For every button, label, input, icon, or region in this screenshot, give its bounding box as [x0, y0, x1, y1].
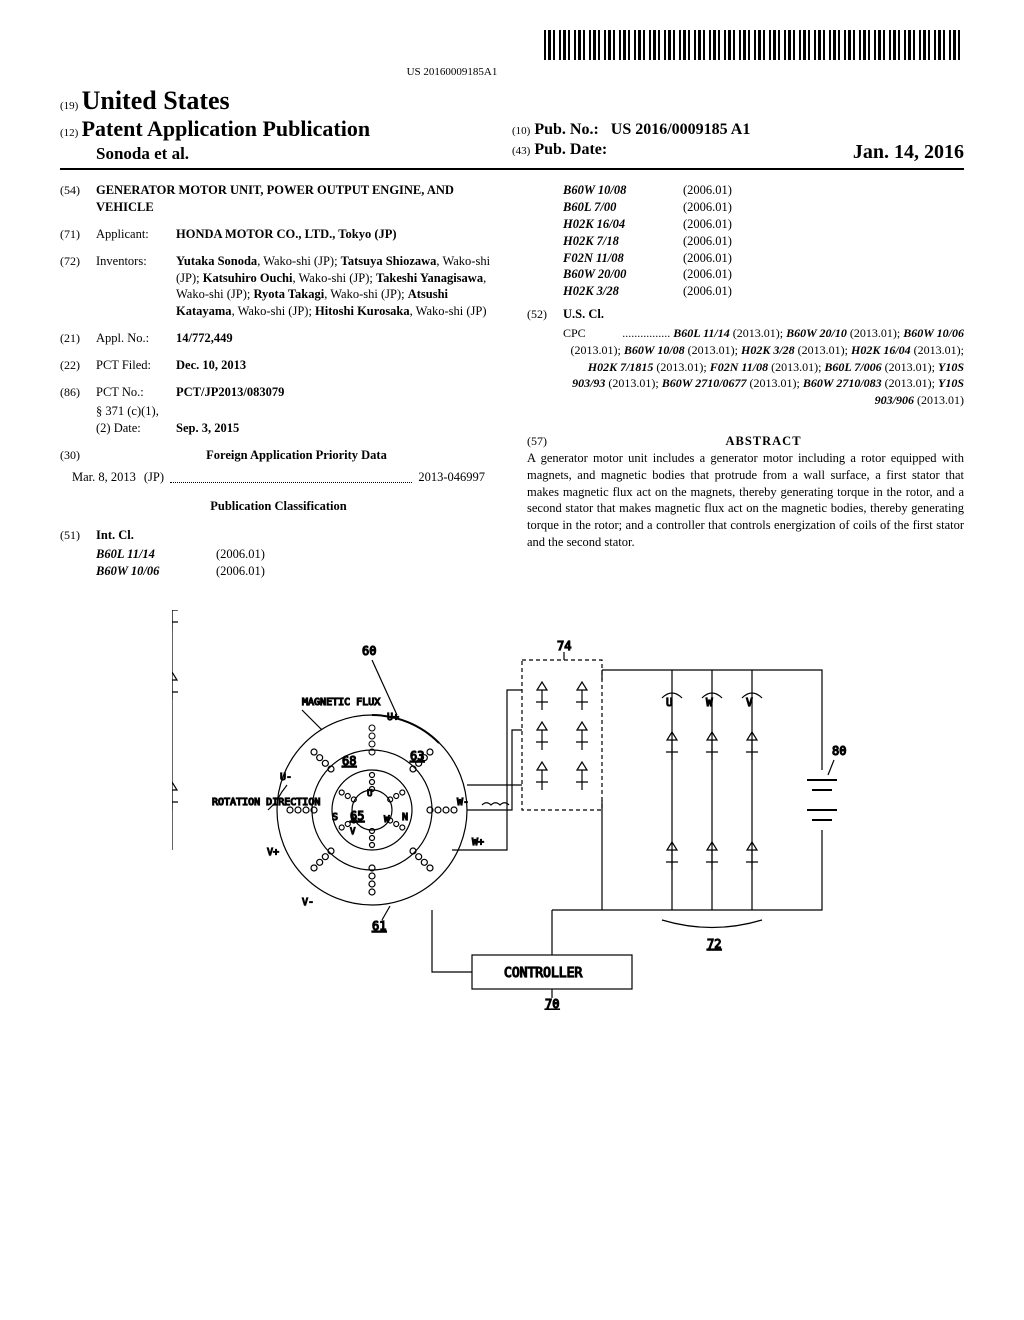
svg-text:W: W [706, 696, 713, 709]
code-71: (71) [60, 226, 96, 243]
intcl-row: H02K 16/04(2006.01) [563, 216, 964, 233]
intcl-row: F02N 11/08(2006.01) [563, 250, 964, 267]
left-column: (54) GENERATOR MOTOR UNIT, POWER OUTPUT … [60, 182, 497, 580]
intcl-right-list: B60W 10/08(2006.01)B60L 7/00(2006.01)H02… [527, 182, 964, 300]
applno-value: 14/772,449 [176, 330, 497, 347]
svg-text:MAGNETIC FLUX: MAGNETIC FLUX [302, 697, 380, 708]
schematic-svg: 60 68 65 63 61 S N U W V U+ U- W+ W- V+ … [172, 610, 852, 1010]
svg-text:60: 60 [362, 644, 376, 658]
code-12: (12) [60, 127, 78, 139]
svg-text:68: 68 [342, 754, 356, 768]
s371-date-value: Sep. 3, 2015 [176, 420, 497, 437]
author-line: Sonoda et al. [60, 144, 512, 164]
biblio-columns: (54) GENERATOR MOTOR UNIT, POWER OUTPUT … [60, 182, 964, 580]
uscl-label: U.S. Cl. [563, 307, 604, 321]
code-10: (10) [512, 125, 530, 137]
code-72: (72) [60, 253, 96, 321]
priority-country: (JP) [144, 469, 164, 486]
code-57: (57) [527, 433, 563, 450]
intcl-label: Int. Cl. [96, 528, 134, 542]
invention-title: GENERATOR MOTOR UNIT, POWER OUTPUT ENGIN… [96, 182, 497, 216]
s371-label: § 371 (c)(1), [96, 403, 497, 420]
svg-text:CONTROLLER: CONTROLLER [504, 966, 582, 981]
right-column: B60W 10/08(2006.01)B60L 7/00(2006.01)H02… [527, 182, 964, 580]
svg-text:V-: V- [302, 897, 314, 908]
barcode-number: US 20160009185A1 [60, 66, 964, 78]
svg-text:74: 74 [557, 639, 571, 653]
pubdate-label: Pub. Date: [534, 141, 607, 158]
code-86: (86) [60, 384, 96, 401]
pctfiled-label: PCT Filed: [96, 357, 176, 374]
svg-text:61: 61 [372, 919, 386, 933]
svg-text:V: V [746, 696, 753, 709]
svg-text:W: W [384, 815, 390, 825]
svg-text:U: U [666, 696, 673, 709]
code-51: (51) [60, 527, 96, 544]
barcode-section: US 20160009185A1 [60, 30, 964, 78]
svg-text:N: N [402, 812, 408, 823]
code-54: (54) [60, 182, 96, 216]
document-header: (19) United States (12) Patent Applicati… [60, 86, 964, 170]
svg-text:U-: U- [280, 772, 292, 783]
pubdate-value: Jan. 14, 2016 [853, 141, 964, 164]
applicant-label: Applicant: [96, 226, 176, 243]
code-30: (30) [60, 447, 96, 464]
svg-text:80: 80 [832, 744, 846, 758]
intcl-row: B60W 10/06(2006.01) [96, 563, 497, 580]
applicant-value: HONDA MOTOR CO., LTD., Tokyo (JP) [176, 226, 497, 243]
svg-text:V+: V+ [267, 847, 279, 858]
pubno-value: US 2016/0009185 A1 [611, 121, 751, 138]
pctno-label: PCT No.: [96, 384, 176, 401]
svg-text:ROTATION DIRECTION: ROTATION DIRECTION [212, 797, 320, 808]
barcode-graphic [544, 30, 964, 60]
applno-label: Appl. No.: [96, 330, 176, 347]
svg-text:S: S [332, 812, 338, 823]
code-43: (43) [512, 145, 530, 157]
svg-text:65: 65 [350, 809, 364, 823]
svg-text:W-: W- [457, 797, 469, 808]
code-19: (19) [60, 100, 78, 112]
abstract-heading: ABSTRACT [563, 433, 964, 450]
pctfiled-value: Dec. 10, 2013 [176, 357, 497, 374]
figure: 60 68 65 63 61 S N U W V U+ U- W+ W- V+ … [60, 610, 964, 1014]
intcl-row: H02K 3/28(2006.01) [563, 283, 964, 300]
svg-text:W+: W+ [472, 837, 484, 848]
priority-date: Mar. 8, 2013 [72, 469, 136, 486]
abstract-text: A generator motor unit includes a genera… [527, 450, 964, 551]
inventors-label: Inventors: [96, 253, 176, 321]
pubclass-heading: Publication Classification [60, 498, 497, 515]
intcl-row: B60W 10/08(2006.01) [563, 182, 964, 199]
pctno-value: PCT/JP2013/083079 [176, 384, 497, 401]
intcl-left-list: B60L 11/14(2006.01)B60W 10/06(2006.01) [60, 546, 497, 580]
code-21: (21) [60, 330, 96, 347]
svg-text:V: V [350, 827, 356, 837]
cpc-label: CPC [563, 325, 586, 342]
inventors-value: Yutaka Sonoda, Wako-shi (JP); Tatsuya Sh… [176, 253, 497, 321]
intcl-row: H02K 7/18(2006.01) [563, 233, 964, 250]
pubno-label: Pub. No.: [534, 121, 598, 138]
country: United States [82, 86, 230, 115]
priority-num: 2013-046997 [418, 469, 485, 486]
svg-text:72: 72 [707, 937, 721, 951]
svg-text:U+: U+ [387, 712, 399, 723]
priority-heading: Foreign Application Priority Data [96, 447, 497, 464]
intcl-row: B60L 7/00(2006.01) [563, 199, 964, 216]
svg-text:63: 63 [410, 749, 424, 763]
intcl-row: B60L 11/14(2006.01) [96, 546, 497, 563]
s371-date-label: (2) Date: [96, 420, 176, 437]
code-52: (52) [527, 306, 563, 323]
code-22: (22) [60, 357, 96, 374]
publication-type: Patent Application Publication [82, 116, 370, 141]
priority-row: Mar. 8, 2013 (JP) 2013-046997 [60, 469, 497, 486]
intcl-row: B60W 20/00(2006.01) [563, 266, 964, 283]
svg-text:70: 70 [545, 997, 559, 1010]
svg-text:U: U [367, 789, 372, 799]
cpc-block: CPC ................ B60L 11/14 (2013.01… [527, 325, 964, 409]
